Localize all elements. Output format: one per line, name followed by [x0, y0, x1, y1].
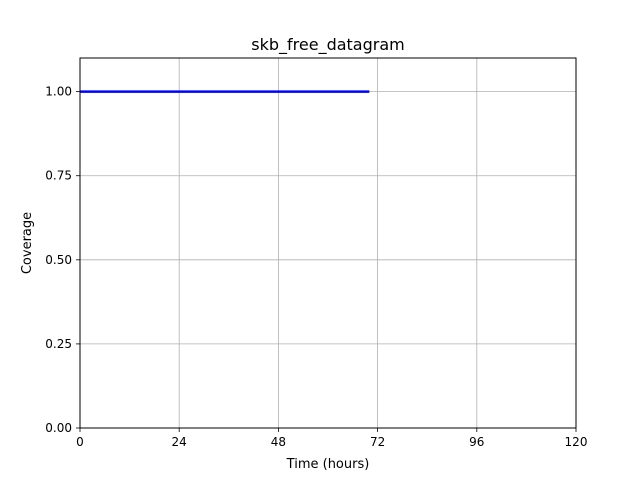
y-tick-label: 0.00: [45, 421, 72, 435]
y-tick-label: 0.50: [45, 253, 72, 267]
x-tick-label: 24: [172, 435, 187, 449]
y-axis-label: Coverage: [20, 212, 35, 274]
x-tick-label: 120: [565, 435, 588, 449]
x-axis-label: Time (hours): [286, 457, 370, 472]
x-tick-label: 0: [76, 435, 84, 449]
chart-title: skb_free_datagram: [251, 35, 404, 55]
y-tick-label: 0.25: [45, 337, 72, 351]
y-tick-label: 0.75: [45, 169, 72, 183]
x-tick-label: 96: [469, 435, 484, 449]
x-tick-label: 48: [271, 435, 286, 449]
x-tick-label: 72: [370, 435, 385, 449]
plot-frame: [79, 57, 577, 429]
x-axis-ticks: 0 24 48 72 96 120: [76, 428, 587, 449]
y-tick-label: 1.00: [45, 85, 72, 99]
y-axis-ticks: 0.00 0.25 0.50 0.75 1.00: [45, 85, 80, 435]
